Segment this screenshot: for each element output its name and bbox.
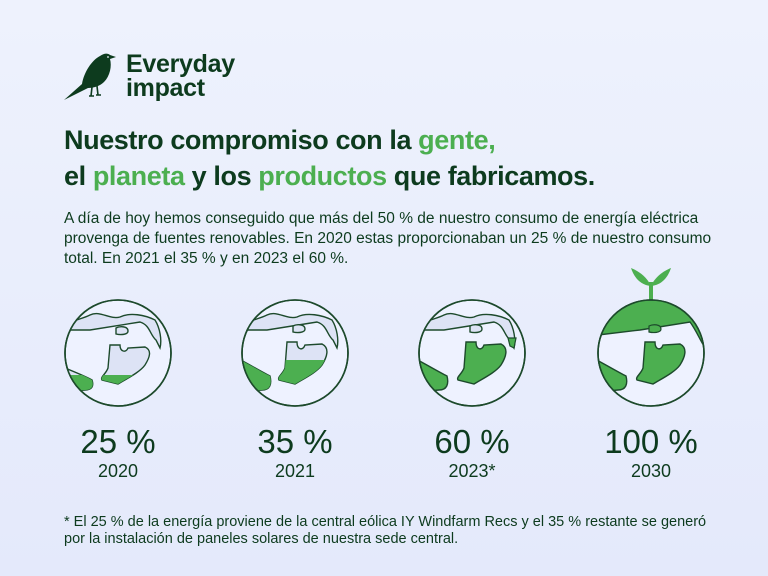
stat-value: 25 % xyxy=(80,423,156,460)
brand-name-line1: Everyday xyxy=(126,50,235,78)
headline-line2: el planeta y los productos que fabricamo… xyxy=(64,158,595,194)
headline-text: Nuestro compromiso con la xyxy=(64,125,419,155)
highlight-planeta: planeta xyxy=(92,161,185,191)
stat-year: 2021 xyxy=(274,461,316,481)
brand-logo: Everyday impact xyxy=(62,50,235,102)
highlight-productos: productos xyxy=(258,161,387,191)
globe-sprout-icon xyxy=(597,268,705,407)
brand-name-line2: impact xyxy=(126,74,205,102)
headline-text: y los xyxy=(184,161,259,191)
headline: Nuestro compromiso con la gente, el plan… xyxy=(64,122,595,194)
intro-paragraph: A día de hoy hemos conseguido que más de… xyxy=(64,210,712,267)
stat-2020: 25 % 2020 xyxy=(38,424,198,482)
headline-line1: Nuestro compromiso con la gente, xyxy=(64,122,595,158)
stat-year: 2020 xyxy=(97,461,139,481)
headline-text: que fabricamos. xyxy=(386,161,595,191)
footnote: * El 25 % de la energía proviene de la c… xyxy=(64,514,707,547)
globe-icon xyxy=(241,299,349,407)
globe-icon xyxy=(64,299,172,407)
highlight-gente: gente xyxy=(418,125,489,155)
stat-year: 2030 xyxy=(630,461,672,481)
stat-value: 35 % xyxy=(257,423,333,460)
headline-text: el xyxy=(64,161,93,191)
globes-row xyxy=(64,268,705,407)
stat-value: 100 % xyxy=(604,423,698,460)
headline-comma: , xyxy=(488,125,496,155)
stat-year: 2023* xyxy=(448,461,496,481)
globe-icon xyxy=(418,299,526,407)
stat-2021: 35 % 2021 xyxy=(215,424,375,482)
stat-2023: 60 % 2023* xyxy=(392,424,552,482)
stat-2030: 100 % 2030 xyxy=(571,424,731,482)
bird-icon xyxy=(64,53,116,100)
stat-value: 60 % xyxy=(434,423,510,460)
